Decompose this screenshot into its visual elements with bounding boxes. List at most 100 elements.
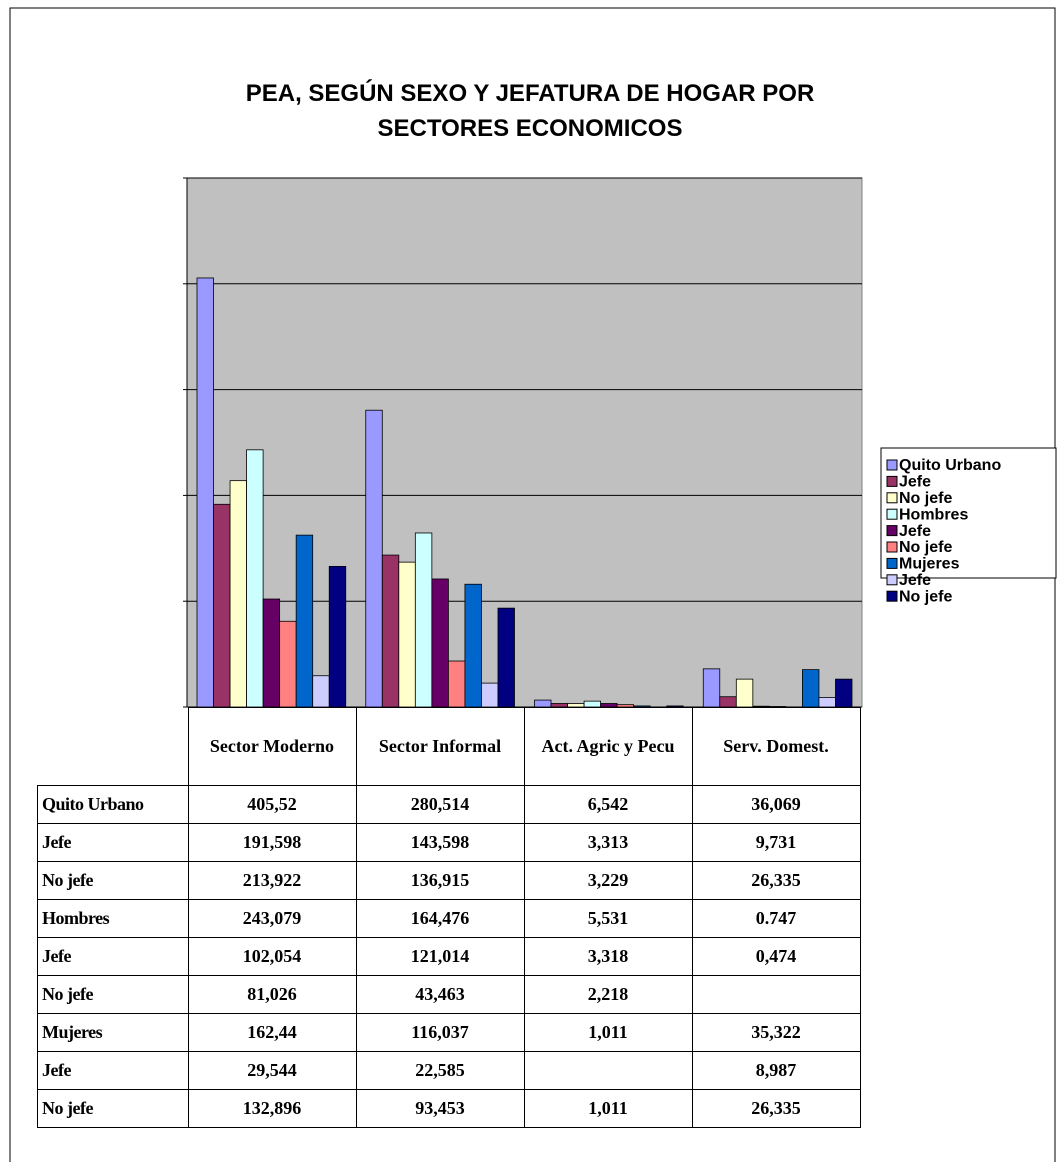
table-cell: 116,037 <box>355 1012 525 1052</box>
legend-swatch <box>886 557 898 569</box>
table-cell: 102,054 <box>187 936 357 976</box>
bar <box>229 480 247 708</box>
table-cell: 5,531 <box>523 898 693 938</box>
table-cell: 36,069 <box>691 784 861 824</box>
blank-cell <box>38 708 189 786</box>
bar <box>481 682 499 708</box>
table-cell: 213,922 <box>187 860 357 900</box>
table-cell: 132,896 <box>187 1088 357 1128</box>
table-cell: 121,014 <box>355 936 525 976</box>
table-cell: 81,026 <box>187 974 357 1014</box>
data-table: Sector Moderno Sector Informal Act. Agric … <box>37 707 861 1128</box>
table-row: Jefe 102,054 121,014 3,318 0,474 <box>37 936 861 976</box>
table-cell: 0.747 <box>691 898 861 938</box>
table-cell: 0,474 <box>691 936 861 976</box>
bar <box>702 668 721 708</box>
table-cell <box>523 1050 693 1090</box>
bar <box>497 607 515 708</box>
bar <box>735 678 754 708</box>
bar <box>666 705 684 708</box>
bar <box>295 534 314 708</box>
legend-label: Mujeres <box>899 556 960 573</box>
table-row: No jefe 132,896 93,453 1,011 26,335 <box>37 1088 861 1128</box>
legend-label: Jefe <box>899 474 931 491</box>
row-label: No jefe <box>37 974 189 1014</box>
bar <box>279 620 297 708</box>
table-cell: 3,229 <box>523 860 693 900</box>
table-cell: 3,313 <box>523 822 693 862</box>
bar <box>802 669 820 708</box>
table-cell: 29,544 <box>187 1050 357 1090</box>
table-row: Jefe 29,544 22,585 8,987 <box>37 1050 861 1090</box>
bar <box>719 696 737 708</box>
row-label: Quito Urbano <box>37 784 189 824</box>
table-cell: 405,52 <box>187 784 357 824</box>
table-cell: 2,218 <box>523 974 693 1014</box>
legend-label: No jefe <box>899 539 952 556</box>
legend <box>880 447 1057 579</box>
table-cell: 191,598 <box>187 822 357 862</box>
bar <box>398 561 416 708</box>
table-cell <box>691 974 861 1014</box>
frame <box>9 7 1056 1162</box>
column-header: Sector Informal <box>355 707 525 786</box>
bar <box>835 678 853 708</box>
bar <box>768 706 787 708</box>
table-cell: 243,079 <box>187 898 357 938</box>
row-label: Jefe <box>37 1050 189 1090</box>
legend-swatch <box>886 508 898 520</box>
bar <box>196 277 214 708</box>
bar <box>431 578 449 708</box>
legend-swatch <box>886 590 898 602</box>
legend-label: Quito Urbano <box>899 457 1001 474</box>
table-cell: 22,585 <box>355 1050 525 1090</box>
row-label: No jefe <box>37 1088 189 1128</box>
legend-swatch <box>886 525 898 537</box>
table-row: No jefe 81,026 43,463 2,218 <box>37 974 861 1014</box>
chart-title: PEA, SEGÚN SEXO Y JEFATURA DE HOGAR POR S… <box>246 79 815 142</box>
table-cell: 9,731 <box>691 822 861 862</box>
table-cell: 164,476 <box>355 898 525 938</box>
column-header: Sector Moderno <box>187 707 357 786</box>
column-header: Serv. Domest. <box>691 707 861 786</box>
legend-label: Jefe <box>899 523 931 540</box>
column-header: Act. Agric y Pecu <box>523 707 693 786</box>
bar <box>464 583 482 708</box>
legend-swatch <box>886 459 898 471</box>
row-label: Jefe <box>37 822 189 862</box>
bar <box>534 699 552 708</box>
table-cell: 43,463 <box>355 974 525 1014</box>
legend-swatch <box>886 574 898 586</box>
table-cell: 8,987 <box>691 1050 861 1090</box>
bar <box>365 409 383 708</box>
bar <box>633 705 651 708</box>
row-label: No jefe <box>37 860 189 900</box>
legend-swatch <box>886 475 898 487</box>
table-cell: 162,44 <box>187 1012 357 1052</box>
table-cell: 93,453 <box>355 1088 525 1128</box>
legend-swatch <box>886 541 898 553</box>
bar <box>447 660 466 708</box>
table-row: Jefe 191,598 143,598 3,313 9,731 <box>37 822 861 862</box>
legend-label: No jefe <box>899 588 952 605</box>
bar <box>312 675 330 708</box>
legend-swatch <box>886 492 898 504</box>
row-label: Hombres <box>37 898 189 938</box>
bar <box>328 565 347 708</box>
table-row: Hombres 243,079 164,476 5,531 0.747 <box>37 898 861 938</box>
bar <box>381 554 400 708</box>
table-cell: 26,335 <box>691 860 861 900</box>
legend-label: Hombres <box>899 506 968 523</box>
table-cell: 143,598 <box>355 822 525 862</box>
table-cell: 280,514 <box>355 784 525 824</box>
legend-label: Jefe <box>899 572 931 589</box>
row-label: Mujeres <box>37 1012 189 1052</box>
table-cell: 26,335 <box>691 1088 861 1128</box>
table-cell: 136,915 <box>355 860 525 900</box>
legend-label: No jefe <box>899 490 952 507</box>
table-cell: 1,011 <box>523 1088 693 1128</box>
table-cell: 6,542 <box>523 784 693 824</box>
row-label: Jefe <box>37 936 189 976</box>
